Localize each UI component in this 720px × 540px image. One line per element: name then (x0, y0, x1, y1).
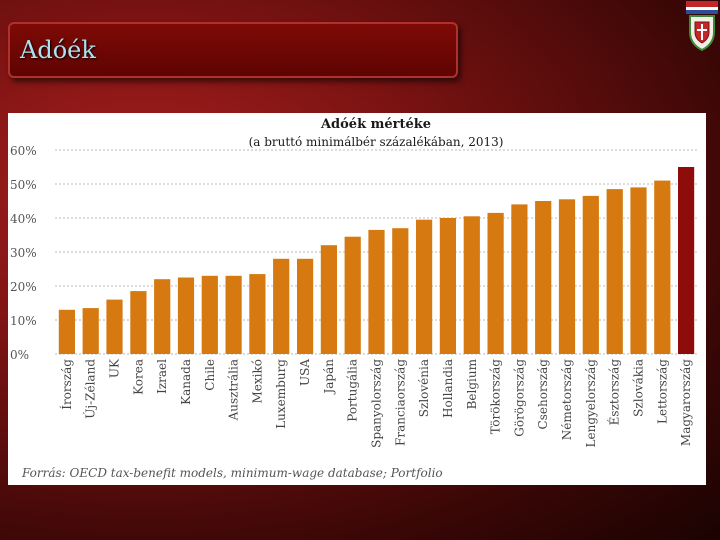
y-tick-label: 60% (10, 144, 37, 158)
bar-6 (201, 275, 218, 354)
x-tick-label: Magyarország (679, 359, 693, 446)
x-tick-label: Észtország (607, 359, 622, 426)
bar-26 (678, 167, 695, 354)
coat-of-arms-icon (686, 1, 718, 52)
x-tick-label: Japán (322, 359, 336, 396)
bar-9 (273, 258, 290, 354)
slide-title: Adóék (20, 36, 96, 64)
x-tick-label: Lettország (655, 359, 669, 424)
bar-16 (439, 218, 456, 354)
bar-8 (249, 274, 266, 354)
x-tick-label: Ausztrália (227, 359, 241, 421)
x-tick-label: Korea (131, 359, 145, 395)
x-axis-labels: Írország Új-Zéland UK Korea Izrael Kanada Chil… (59, 358, 693, 448)
y-tick-label: 0% (10, 348, 29, 362)
x-tick-label: Hollandia (441, 359, 455, 418)
bar-1 (82, 308, 99, 354)
x-tick-label: Mexikó (250, 359, 264, 404)
bar-2 (106, 299, 123, 354)
crest-cross (697, 24, 707, 40)
x-tick-label: Szlovénia (417, 359, 431, 417)
x-tick-label: Belgium (465, 358, 479, 409)
y-tick-label: 20% (10, 280, 37, 294)
x-tick-label: Chile (203, 359, 217, 391)
bar-19 (511, 204, 528, 354)
x-tick-label: Izrael (155, 359, 169, 394)
chart-panel: Adóék mértéke (a bruttó minimálbér száza… (8, 113, 706, 485)
bar-17 (463, 216, 480, 354)
bar-14 (392, 228, 409, 354)
bar-23 (606, 189, 623, 354)
x-tick-label: Luxemburg (274, 359, 288, 429)
bar-25 (654, 180, 671, 354)
bar-18 (487, 212, 504, 354)
bar-20 (535, 201, 552, 354)
chart-source: Forrás: OECD tax-benefit models, minimum… (21, 466, 443, 480)
bar-7 (225, 275, 242, 354)
tax-wedge-bar-chart: Adóék mértéke (a bruttó minimálbér száza… (10, 117, 698, 480)
x-tick-label: Portugália (346, 359, 360, 422)
crest-stripe-white (686, 7, 718, 10)
bar-4 (154, 279, 171, 354)
x-tick-label: Új-Zéland (82, 359, 98, 419)
x-tick-label: USA (298, 359, 312, 386)
crest-stripe-blue (686, 10, 718, 14)
x-tick-label: Spanyolország (370, 359, 384, 448)
bar-22 (582, 195, 599, 354)
bar-11 (320, 245, 337, 354)
x-tick-label: UK (108, 358, 122, 378)
bar-21 (558, 199, 576, 354)
chart-subtitle: (a bruttó minimálbér százalékában, 2013) (249, 135, 504, 149)
y-tick-label: 50% (10, 178, 37, 192)
x-tick-label: Franciaország (393, 359, 407, 446)
x-tick-label: Írország (59, 359, 74, 410)
chart-title: Adóék mértéke (320, 117, 431, 132)
x-tick-label: Németország (560, 359, 574, 441)
bar-10 (297, 258, 314, 354)
x-tick-label: Csehország (536, 359, 550, 430)
y-tick-label: 10% (10, 314, 37, 328)
y-tick-label: 40% (10, 212, 37, 226)
bar-15 (416, 219, 433, 354)
x-tick-label: Törökország (489, 359, 503, 435)
bar-13 (368, 229, 385, 354)
x-tick-label: Kanada (179, 359, 193, 405)
bar-24 (630, 187, 647, 354)
x-tick-label: Szlovákia (632, 359, 646, 417)
bar-0 (58, 309, 75, 354)
slide-title-box: Adóék (8, 22, 458, 78)
y-tick-label: 30% (10, 246, 37, 260)
bar-5 (177, 277, 195, 354)
y-axis-ticks: 0% 10% 20% 30% 40% 50% 60% (10, 144, 37, 362)
crest-stripe-red (686, 1, 718, 7)
bar-12 (344, 236, 361, 354)
x-tick-label: Lengyelország (584, 359, 598, 448)
bar-3 (130, 291, 147, 354)
x-tick-label: Görögország (512, 359, 526, 437)
bars (58, 167, 695, 354)
